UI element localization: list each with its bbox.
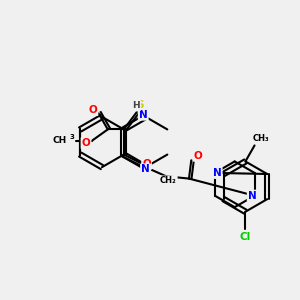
Text: H: H — [133, 101, 140, 110]
Text: N: N — [248, 191, 256, 201]
Text: CH: CH — [52, 136, 67, 146]
Text: O: O — [82, 138, 90, 148]
Text: CH₃: CH₃ — [253, 134, 270, 143]
Text: Cl: Cl — [240, 232, 251, 242]
Text: O: O — [88, 105, 97, 115]
Text: CH₂: CH₂ — [160, 176, 177, 185]
Text: O: O — [194, 151, 203, 161]
Text: 3: 3 — [70, 134, 75, 140]
Text: N: N — [139, 110, 148, 120]
Text: N: N — [141, 164, 150, 174]
Text: O: O — [142, 159, 151, 169]
Text: N: N — [213, 168, 222, 178]
Text: S: S — [136, 100, 143, 110]
